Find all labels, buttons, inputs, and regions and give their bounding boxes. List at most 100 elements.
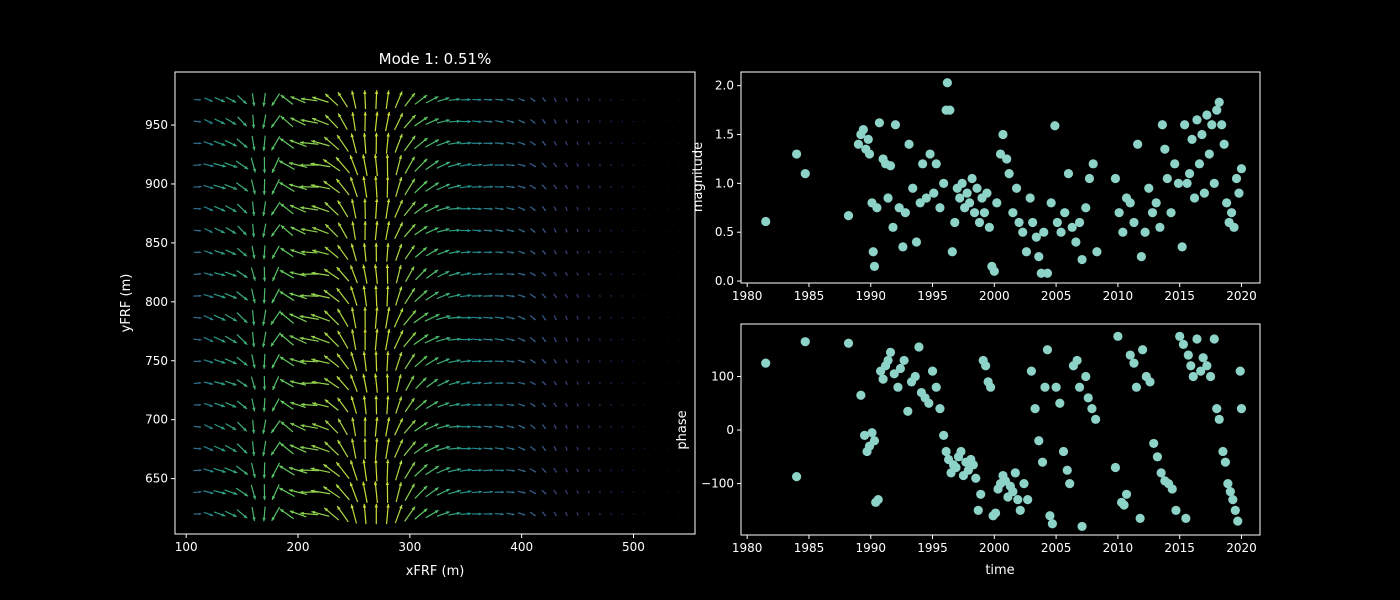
quiver-arrow-head bbox=[423, 443, 428, 448]
quiver-arrow-head bbox=[457, 162, 461, 166]
quiver-arrow-head bbox=[478, 425, 482, 429]
quiver-arrow-head bbox=[434, 248, 439, 253]
phase-point bbox=[1008, 487, 1018, 497]
magnitude-y-tick-label: 1.0 bbox=[715, 176, 734, 190]
phase-point bbox=[1091, 414, 1101, 424]
quiver-arrow-head bbox=[220, 229, 225, 233]
quiver-arrow-head bbox=[337, 506, 341, 510]
quiver-arrow-head bbox=[233, 186, 238, 190]
quiver-arrow-head bbox=[323, 464, 328, 468]
quiver-arrow-head bbox=[198, 207, 202, 210]
quiver-arrow-head bbox=[511, 142, 515, 145]
quiver-arrow-head bbox=[445, 489, 450, 493]
quiver-arrow-head bbox=[221, 317, 226, 321]
magnitude-point bbox=[843, 210, 854, 221]
quiver-arrow-head bbox=[399, 439, 403, 444]
magnitude-point bbox=[984, 222, 994, 232]
quiver-arrow-head bbox=[533, 382, 536, 385]
phase-point bbox=[1181, 513, 1191, 523]
quiver-arrow-head bbox=[233, 469, 238, 474]
quiver-arrow bbox=[587, 207, 590, 211]
quiver-arrow-head bbox=[467, 359, 472, 363]
quiver-arrow-head bbox=[209, 98, 213, 102]
quiver-arrow-head bbox=[490, 468, 494, 472]
quiver-arrow-head bbox=[500, 272, 504, 276]
quiver-arrow bbox=[374, 328, 378, 351]
quiver-arrow-head bbox=[374, 459, 378, 464]
quiver-arrow-head bbox=[554, 405, 557, 407]
quiver-arrow bbox=[587, 250, 590, 254]
quiver-arrow-head bbox=[252, 299, 256, 304]
quiver-arrow-head bbox=[522, 491, 526, 494]
quiver-arrow-head bbox=[457, 184, 461, 188]
quiver-arrow-head bbox=[300, 402, 305, 407]
quiver-arrow-head bbox=[511, 381, 515, 385]
magnitude-point bbox=[1034, 252, 1044, 262]
quiver-arrow-head bbox=[299, 141, 304, 145]
quiver-arrow-head bbox=[532, 230, 536, 233]
phase-point bbox=[1113, 331, 1123, 341]
magnitude-point bbox=[1140, 227, 1150, 237]
magnitude-x-tick-label: 2005 bbox=[1041, 289, 1072, 303]
magnitude-point bbox=[1170, 159, 1180, 169]
quiver-arrow bbox=[587, 381, 590, 385]
magnitude-point bbox=[1063, 168, 1074, 179]
phase-point bbox=[843, 338, 854, 348]
quiver-arrow-head bbox=[467, 272, 471, 276]
quiver-arrow-head bbox=[374, 351, 378, 355]
phase-point bbox=[981, 361, 991, 371]
phase-point bbox=[859, 430, 870, 440]
quiver-arrow-head bbox=[456, 228, 461, 233]
quiver-arrow-head bbox=[221, 513, 226, 517]
quiver-arrow-head bbox=[337, 308, 341, 313]
quiver-y-tick-label: 900 bbox=[145, 177, 168, 191]
quiver-arrow-head bbox=[511, 403, 515, 407]
phase-x-tick-label: 2015 bbox=[1164, 541, 1195, 555]
quiver-arrow-head bbox=[221, 295, 226, 299]
quiver-arrow-head bbox=[373, 373, 378, 378]
quiver-arrow-head bbox=[478, 338, 483, 342]
quiver-arrow-head bbox=[349, 482, 354, 487]
quiver-arrow-head bbox=[198, 403, 201, 407]
quiver-arrow-head bbox=[467, 119, 472, 124]
magnitude-point bbox=[1021, 247, 1032, 257]
quiver-arrow-head bbox=[386, 351, 390, 355]
phase-point bbox=[1015, 505, 1025, 515]
quiver-arrow-head bbox=[511, 272, 515, 276]
magnitude-point bbox=[1157, 120, 1167, 130]
quiver-arrow-head bbox=[478, 381, 482, 385]
phase-point bbox=[1013, 495, 1023, 505]
quiver-arrow-head bbox=[434, 401, 439, 405]
quiver-arrow-head bbox=[489, 359, 493, 363]
quiver-arrow-head bbox=[411, 398, 415, 402]
quiver-arrow-head bbox=[501, 316, 504, 320]
phase-point bbox=[1186, 361, 1196, 371]
quiver-arrow-head bbox=[351, 329, 355, 334]
quiver-arrow bbox=[587, 468, 590, 473]
quiver-arrow-head bbox=[271, 101, 276, 106]
quiver-arrow bbox=[587, 141, 590, 145]
quiver-arrow-head bbox=[280, 203, 285, 208]
quiver-arrow-head bbox=[457, 467, 462, 472]
magnitude-point bbox=[1214, 97, 1224, 107]
quiver-arrow-head bbox=[198, 98, 201, 101]
quiver-arrow-head bbox=[554, 230, 557, 233]
quiver-arrow-head bbox=[386, 395, 390, 400]
quiver-arrow-head bbox=[362, 351, 367, 356]
quiver-arrow-head bbox=[310, 183, 315, 188]
phase-point bbox=[1040, 382, 1050, 392]
quiver-arrow-head bbox=[198, 272, 202, 276]
magnitude-point bbox=[1226, 208, 1237, 218]
quiver-arrow bbox=[587, 512, 590, 516]
quiver-arrow-head bbox=[544, 274, 547, 277]
quiver-arrow bbox=[362, 154, 368, 176]
magnitude-point bbox=[872, 203, 882, 213]
quiver-arrow-head bbox=[198, 316, 202, 320]
quiver-arrow-head bbox=[423, 117, 428, 121]
magnitude-point bbox=[1229, 222, 1239, 232]
quiver-arrow-head bbox=[489, 425, 493, 429]
quiver-arrow-head bbox=[500, 338, 504, 342]
quiver-arrow-head bbox=[478, 512, 482, 516]
quiver-arrow-head bbox=[221, 208, 226, 212]
quiver-arrow-head bbox=[555, 187, 557, 190]
